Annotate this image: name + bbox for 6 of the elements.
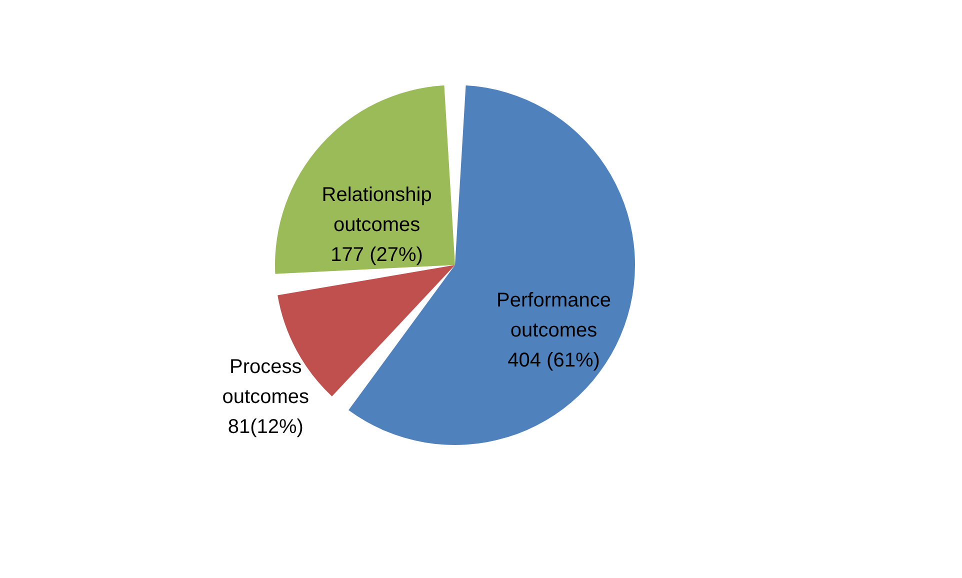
data-label: 177 (27%) xyxy=(330,244,423,266)
data-label: 81(12%) xyxy=(228,416,304,438)
slice-label: Relationship outcomes xyxy=(322,184,432,236)
data-label: 404 (61%) xyxy=(508,350,600,372)
slice-label: Process outcomes xyxy=(222,356,310,408)
slice-label: Performance outcomes xyxy=(496,290,612,342)
